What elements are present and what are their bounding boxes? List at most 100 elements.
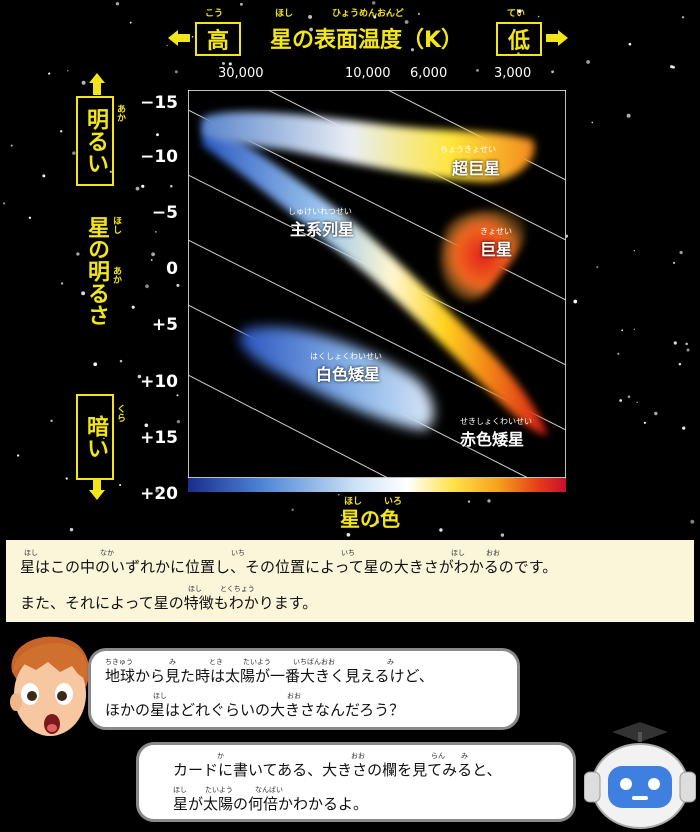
star-dot (119, 359, 123, 363)
white-dwarf-ruby: はくしょくわいせい (310, 352, 382, 361)
boy-speech-bubble: ちきゅう み とき たいよう いちばんおお み 地球から見た時は太陽が一番大きく… (88, 648, 520, 730)
star-dot (636, 401, 638, 404)
star-dot (166, 44, 168, 47)
bright-ruby: あか (115, 104, 125, 122)
star-dot (517, 9, 522, 13)
star-dot (191, 36, 194, 38)
bright-label: 明るい (83, 108, 108, 174)
star-dot (16, 454, 20, 457)
ruby: なか (100, 549, 114, 557)
ruby: おお (351, 752, 365, 760)
star-dot (176, 394, 179, 397)
star-dot (76, 252, 80, 256)
main-sequence-ruby: しゅけいれつせい (288, 207, 352, 216)
star-dot (643, 421, 646, 424)
supergiant-band (202, 111, 535, 182)
supergiant-label: 超巨星 (452, 159, 501, 178)
star-dot (596, 266, 599, 269)
ruby: ほし (451, 549, 465, 557)
star-dot (627, 395, 631, 399)
star-dot (672, 261, 676, 265)
star-dot (537, 15, 540, 18)
star-dot (69, 527, 74, 532)
y-tick: +5 (151, 315, 178, 335)
star-dot (673, 341, 677, 345)
dark-box: 暗い (76, 394, 114, 480)
ruby: おお (486, 549, 500, 557)
arrow-up-icon (89, 73, 105, 95)
star-dot (340, 514, 343, 517)
dark-label: 暗い (83, 415, 108, 459)
star-dot (690, 519, 695, 524)
star-dot (551, 70, 554, 74)
star-dot (81, 80, 86, 85)
star-dot (373, 15, 377, 19)
star-dot (654, 411, 658, 416)
giant-ruby: きょせい (480, 227, 512, 236)
star-dot (129, 21, 132, 24)
ruby: たいよう (205, 786, 233, 794)
star-dot (621, 329, 624, 332)
star-dot (103, 437, 105, 440)
ruby: み (461, 752, 468, 760)
star-dot (67, 69, 69, 72)
x-axis-title: 星の色 (340, 507, 400, 531)
star-dot (685, 342, 688, 346)
robot-speech-bubble: か おお らん み カードに書いてある、大きさの欄を見てみると、 ほし たいよう… (136, 742, 576, 822)
star-dot (291, 508, 294, 511)
low-ruby: てい (507, 9, 526, 19)
ruby: ちきゅう (105, 658, 133, 666)
star-dot (386, 13, 389, 16)
star-dot (686, 348, 690, 352)
star-dot (145, 284, 149, 289)
star-dot (81, 291, 86, 296)
star-dot (678, 362, 682, 366)
star-dot (371, 1, 376, 5)
brightness-ruby-hoshi: ほし (111, 216, 121, 234)
star-dot (209, 48, 212, 51)
star-dot (72, 151, 76, 155)
star-dot (617, 352, 620, 355)
red-dwarf-ruby: せきしょくわいせい (460, 417, 532, 426)
star-dot (586, 60, 590, 64)
y-tick: +20 (140, 484, 178, 504)
star-dot (681, 16, 685, 19)
main-sequence-band (202, 120, 548, 435)
star-dot (176, 283, 180, 287)
info-line-1: 星はこの中のいずれかに位置し、その位置によって星の大きさがわかるのです。 (20, 558, 558, 576)
star-dot (48, 72, 51, 75)
star-dot (670, 65, 674, 69)
star-dot (573, 299, 578, 304)
boy-avatar (10, 636, 90, 736)
star-dot (500, 533, 505, 537)
ruby: たいよう (243, 658, 271, 666)
star-dot (155, 488, 159, 493)
star-dot (119, 483, 122, 487)
star-dot (154, 231, 157, 233)
dark-ruby: くら (115, 404, 125, 422)
star-dot (679, 250, 683, 255)
y-tick: −15 (140, 93, 178, 113)
y-tick: +10 (140, 372, 178, 392)
star-dot (135, 186, 140, 191)
brightness-ruby-aka: あか (111, 266, 121, 284)
arrow-right-icon (546, 30, 568, 46)
star-dot (65, 477, 68, 480)
boy-line-2: ほかの星はどれぐらいの大きさなんだろう？ (105, 701, 405, 719)
star-dot (439, 528, 443, 532)
star-dot (239, 2, 243, 6)
star-dot (628, 42, 632, 46)
star-dot (42, 174, 46, 178)
arrow-left-icon (168, 30, 190, 46)
red-dwarf-label: 赤色矮星 (460, 430, 525, 449)
color-ruby-iro: いろ (384, 497, 403, 507)
high-ruby: こう (205, 9, 224, 19)
ruby: なんばい (255, 786, 283, 794)
ruby: ほし (188, 585, 202, 593)
giant-band (440, 210, 526, 301)
arrow-down-icon (89, 478, 105, 500)
color-bar (188, 478, 566, 492)
ruby: いち (231, 549, 245, 557)
star-dot (50, 419, 53, 423)
star-dot (109, 170, 112, 173)
